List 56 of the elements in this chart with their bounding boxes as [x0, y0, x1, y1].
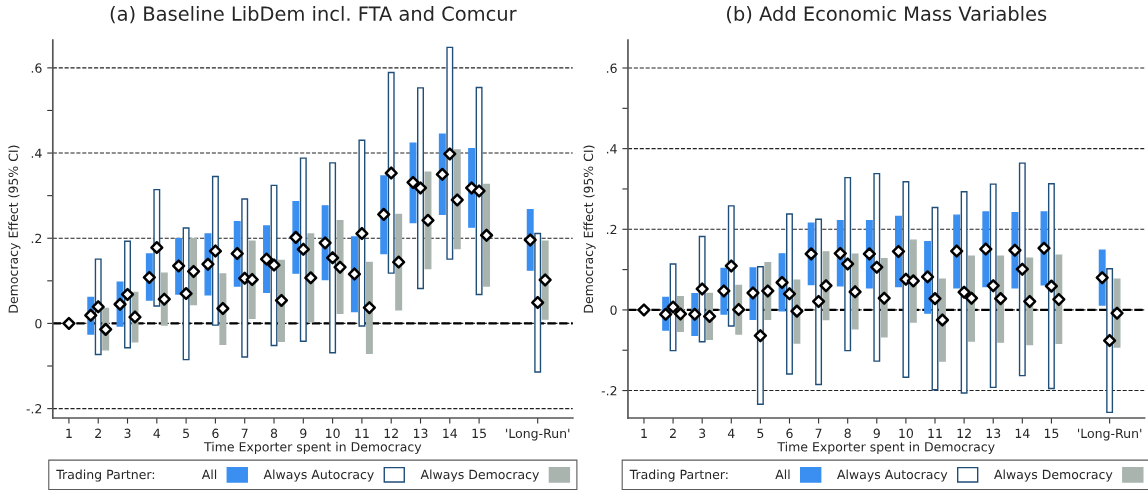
x-tick-label: 8 [844, 428, 851, 439]
y-tick-label: .6 [606, 63, 617, 73]
x-tick-label: 13 [413, 428, 428, 439]
x-tick-label: 'Long-Run' [1078, 428, 1142, 441]
x-tick-label: 3 [699, 428, 706, 439]
chart-title: (b) Add Economic Mass Variables [727, 5, 1047, 24]
legend-label: All [201, 469, 217, 479]
legend-label: Always Autocracy [263, 469, 374, 482]
x-tick-label: 6 [212, 428, 219, 439]
x-tick-label: 12 [384, 428, 398, 438]
x-tick-label: 14 [443, 428, 458, 438]
x-tick-label: 11 [355, 428, 369, 438]
x-axis-title: Time Exporter spent in Democracy [203, 441, 422, 454]
x-tick-label: 5 [757, 428, 764, 439]
x-tick-label: 14 [1015, 428, 1030, 438]
x-tick-label: 4 [153, 428, 161, 438]
x-tick-label: 10 [899, 428, 914, 439]
legend-title: Trading Partner: [56, 469, 155, 482]
x-tick-label: 7 [815, 428, 822, 438]
y-tick-label: -.2 [601, 386, 617, 396]
x-tick-label: 9 [873, 428, 880, 439]
y-tick-label: .4 [31, 148, 42, 158]
x-tick-label: 6 [786, 428, 793, 439]
x-tick-label: 8 [270, 428, 278, 439]
x-tick-label: 15 [472, 428, 486, 439]
y-tick-label: -.2 [26, 404, 42, 414]
x-tick-label: 13 [986, 428, 1001, 439]
legend-label: Always Democracy [994, 469, 1113, 482]
x-tick-label: 4 [727, 428, 735, 438]
x-tick-label: 9 [300, 428, 307, 439]
y-tick-label: 0 [610, 305, 617, 315]
legend-label: Always Autocracy [837, 469, 948, 482]
y-tick-label: .2 [31, 233, 42, 243]
chart-title: (a) Baseline LibDem incl. FTA and Comcur [110, 5, 517, 24]
y-tick-label: 0 [35, 318, 42, 329]
x-tick-label: 7 [241, 428, 248, 438]
x-tick-label: 5 [183, 428, 189, 439]
x-tick-label: 12 [957, 428, 971, 438]
x-axis-title: Time Exporter spent in Democracy [777, 441, 995, 454]
x-tick-label: 3 [124, 428, 131, 439]
x-tick-label: 2 [670, 428, 676, 438]
y-axis-title: Democracy Effect (95% CI) [583, 145, 596, 313]
legend-label: All [775, 469, 790, 479]
x-tick-label: 10 [326, 428, 340, 439]
y-tick-label: .2 [606, 224, 617, 235]
x-tick-label: 1 [66, 428, 72, 438]
x-tick-label: 15 [1044, 428, 1059, 439]
x-tick-label: 2 [95, 428, 101, 438]
y-tick-label: .4 [606, 144, 617, 154]
legend-title: Trading Partner: [629, 469, 728, 482]
y-axis-title: Democracy Effect (95% CI) [8, 145, 21, 313]
x-tick-label: 1 [641, 428, 647, 438]
x-tick-label: 11 [928, 428, 942, 438]
legend-label: Always Democracy [420, 469, 540, 482]
y-tick-label: .6 [31, 63, 42, 73]
x-tick-label: 'Long-Run' [506, 428, 570, 441]
